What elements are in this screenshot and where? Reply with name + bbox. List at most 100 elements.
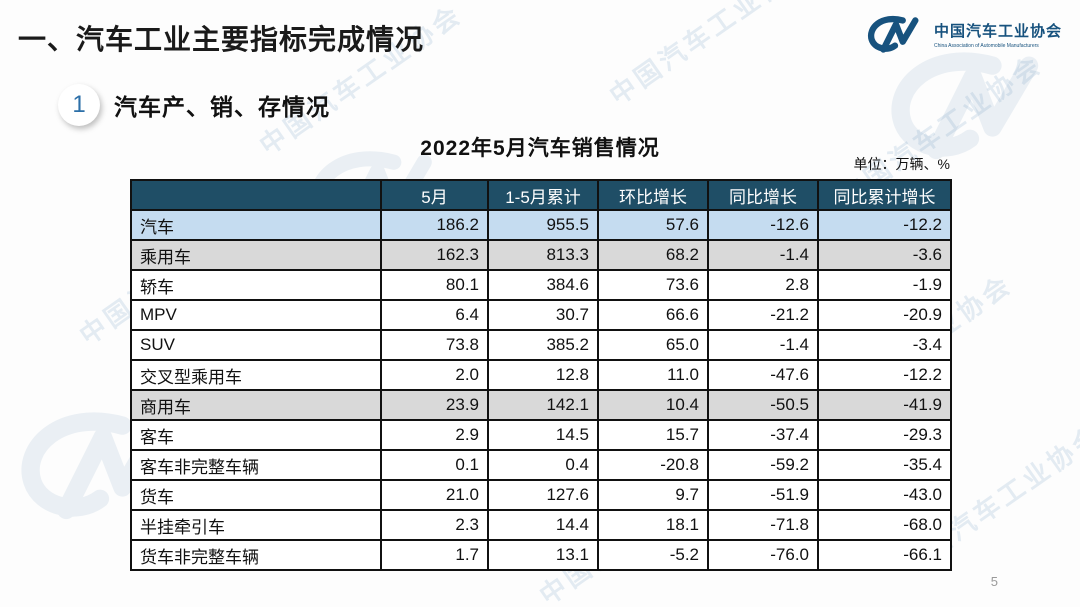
cell: 11.0 [597,359,709,391]
col-header-cumulative: 1-5月累计 [487,179,599,211]
cell: 127.6 [487,479,599,511]
cell: 186.2 [380,209,489,241]
cell: -1.9 [817,269,952,301]
cell: -21.2 [707,299,819,331]
cell: 68.2 [597,239,709,271]
row-label: 货车非完整车辆 [130,539,382,571]
cell: 65.0 [597,329,709,361]
cell: -59.2 [707,449,819,481]
cell: 14.5 [487,419,599,451]
cell: 73.6 [597,269,709,301]
cell: -68.0 [817,509,952,541]
cell: 6.4 [380,299,489,331]
cell: 2.3 [380,509,489,541]
cell: -20.8 [597,449,709,481]
cell: -41.9 [817,389,952,421]
unit-label: 单位：万辆、% [853,156,950,172]
col-header-may: 5月 [380,179,489,211]
cell: -76.0 [707,539,819,571]
section-heading: 1 汽车产、销、存情况 [58,84,330,126]
cell: -43.0 [817,479,952,511]
cell: 1.7 [380,539,489,571]
cell: -66.1 [817,539,952,571]
section-title: 汽车产、销、存情况 [114,94,330,120]
cell: -29.3 [817,419,952,451]
cell: -12.2 [817,359,952,391]
page-number: 5 [990,574,998,589]
cell: 12.8 [487,359,599,391]
caam-logo-text: 中国汽车工业协会 China Association of Automobile… [934,20,1062,49]
cell: 142.1 [487,389,599,421]
cell: 13.1 [487,539,599,571]
caam-logo: 中国汽车工业协会 China Association of Automobile… [864,12,1062,56]
cell: 30.7 [487,299,599,331]
cell: 10.4 [597,389,709,421]
table-row: 汽车 186.2 955.5 57.6 -12.6 -12.2 [130,209,952,241]
cell: 9.7 [597,479,709,511]
cell: 162.3 [380,239,489,271]
cell: -3.6 [817,239,952,271]
page-title: 一、汽车工业主要指标完成情况 [18,24,425,55]
cell: 66.6 [597,299,709,331]
cell: -71.8 [707,509,819,541]
row-label: 客车 [130,419,382,451]
cell: -50.5 [707,389,819,421]
table-row: 轿车 80.1 384.6 73.6 2.8 -1.9 [130,269,952,301]
watermark-text: 中国汽车工业协会 [603,0,818,111]
row-label: 轿车 [130,269,382,301]
table-row: 乘用车 162.3 813.3 68.2 -1.4 -3.6 [130,239,952,271]
col-header-yoy-cum-growth: 同比累计增长 [817,179,952,211]
table-row: SUV 73.8 385.2 65.0 -1.4 -3.4 [130,329,952,361]
cell: 384.6 [487,269,599,301]
cell: 57.6 [597,209,709,241]
table-row: 商用车 23.9 142.1 10.4 -50.5 -41.9 [130,389,952,421]
row-label: 客车非完整车辆 [130,449,382,481]
caam-logo-mark-icon [867,15,919,53]
cell: -3.4 [817,329,952,361]
cell: 2.9 [380,419,489,451]
cell: 2.8 [707,269,819,301]
cell: -47.6 [707,359,819,391]
cell: -1.4 [707,329,819,361]
col-header-mom-growth: 环比增长 [597,179,709,211]
section-number-badge: 1 [58,84,100,126]
cell: -37.4 [707,419,819,451]
table-row: 货车 21.0 127.6 9.7 -51.9 -43.0 [130,479,952,511]
cell: 955.5 [487,209,599,241]
cell: 14.4 [487,509,599,541]
table-row: 货车非完整车辆 1.7 13.1 -5.2 -76.0 -66.1 [130,539,952,571]
row-label: 货车 [130,479,382,511]
table-row: 客车 2.9 14.5 15.7 -37.4 -29.3 [130,419,952,451]
cell: 15.7 [597,419,709,451]
logo-name-zh: 中国汽车工业协会 [933,22,1062,40]
cell: 0.4 [487,449,599,481]
row-label: 交叉型乘用车 [130,359,382,391]
table-row: MPV 6.4 30.7 66.6 -21.2 -20.9 [130,299,952,331]
cell: 2.0 [380,359,489,391]
col-header-yoy-growth: 同比增长 [707,179,819,211]
sales-table: 5月 1-5月累计 环比增长 同比增长 同比累计增长 汽车 186.2 955.… [130,179,952,571]
table-title: 2022年5月汽车销售情况 [420,137,660,160]
cell: 0.1 [380,449,489,481]
cell: -12.2 [817,209,952,241]
row-label: 乘用车 [130,239,382,271]
cell: -12.6 [707,209,819,241]
cell: 80.1 [380,269,489,301]
row-label: 汽车 [130,209,382,241]
cell: 23.9 [380,389,489,421]
logo-name-en: China Association of Automobile Manufact… [933,42,1039,49]
row-label: MPV [130,299,382,331]
cell: -20.9 [817,299,952,331]
col-header-category [130,179,382,211]
row-label: 半挂牵引车 [130,509,382,541]
cell: -5.2 [597,539,709,571]
cell: 21.0 [380,479,489,511]
cell: 385.2 [487,329,599,361]
table-row: 交叉型乘用车 2.0 12.8 11.0 -47.6 -12.2 [130,359,952,391]
cell: -51.9 [707,479,819,511]
cell: 813.3 [487,239,599,271]
table-header-row: 5月 1-5月累计 环比增长 同比增长 同比累计增长 [130,179,952,211]
cell: 73.8 [380,329,489,361]
table-row: 客车非完整车辆 0.1 0.4 -20.8 -59.2 -35.4 [130,449,952,481]
